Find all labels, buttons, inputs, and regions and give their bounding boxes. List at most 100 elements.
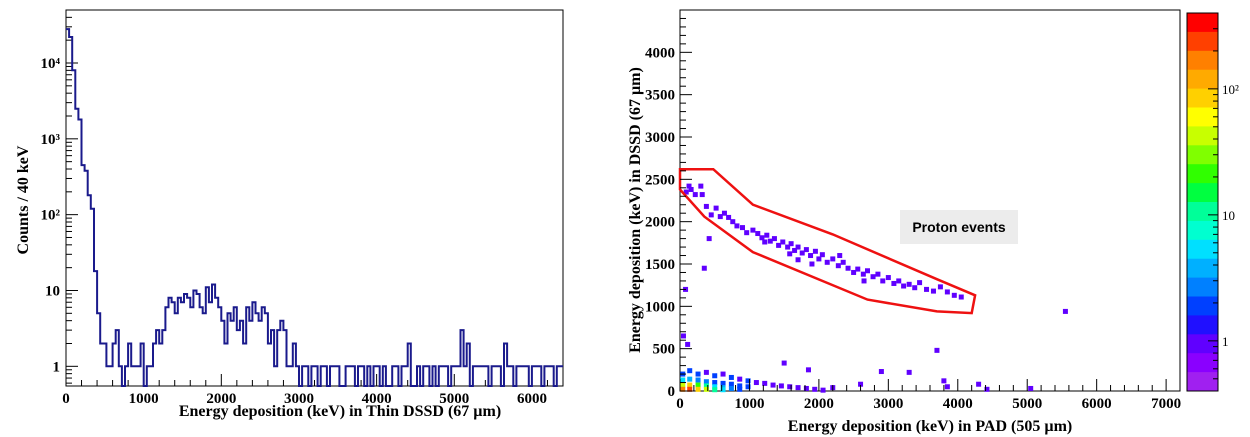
colorbar-band [1187, 183, 1218, 203]
heatmap-cell [740, 225, 745, 231]
heatmap-cell [830, 256, 836, 262]
histogram-x-tick-label: 3000 [284, 391, 314, 407]
heatmap-cell [728, 381, 734, 387]
histogram-y-tick-label: 1 [53, 359, 61, 375]
heatmap-y-tick-label: 4000 [645, 45, 675, 61]
heatmap-cell [870, 274, 876, 280]
histogram-y-tick-label: 10³ [41, 132, 61, 148]
heatmap-cell [712, 380, 718, 386]
heatmap-cell [792, 247, 798, 253]
heatmap-cell [845, 265, 851, 271]
colorbar-band [1187, 13, 1218, 33]
heatmap-y-tick-label: 2500 [645, 172, 675, 188]
heatmap-cell [734, 223, 740, 229]
heatmap-cell [906, 369, 912, 375]
colorbar-band [1187, 31, 1218, 52]
heatmap-cell [835, 263, 841, 269]
heatmap-cell [851, 269, 857, 275]
heatmap-cell [712, 384, 718, 390]
heatmap-cell [958, 294, 964, 300]
heatmap-cell [858, 381, 864, 387]
heatmap-cell [840, 259, 846, 265]
heatmap-cell [780, 239, 786, 245]
colorbar-band [1187, 315, 1218, 335]
colorbar-band [1187, 107, 1218, 127]
heatmap-cell [808, 253, 814, 259]
heatmap-cell [924, 286, 930, 292]
heatmap-cell [937, 284, 943, 290]
histogram-x-tick-labels: 0 1000 2000 3000 4000 5000 6000 [62, 391, 547, 407]
heatmap-cell [744, 230, 750, 236]
heatmap-y-tick-label: 500 [653, 342, 676, 358]
annotation-box [900, 210, 1018, 244]
heatmap-cell [984, 386, 990, 392]
colorbar-band [1187, 334, 1218, 354]
heatmap-cell [720, 371, 726, 377]
heatmap-cell [695, 377, 701, 383]
heatmap-cell [755, 231, 761, 237]
heatmap-cell [803, 247, 809, 253]
colorbar-gradient [1187, 13, 1218, 392]
colorbar-band [1187, 277, 1218, 297]
heatmap-cell [745, 384, 751, 390]
colorbar-band [1187, 145, 1218, 165]
heatmap-cell [776, 242, 782, 248]
heatmap-cell [703, 369, 709, 375]
heatmap-cell [695, 386, 701, 392]
heatmap-cell [944, 289, 950, 295]
heatmap-cell [787, 384, 793, 390]
heatmap-cell [680, 382, 686, 388]
histogram-y-axis-label: Counts / 40 keV [15, 145, 32, 254]
histogram-y-tick-labels: 1 10 10² 10³ 10⁴ [41, 56, 61, 375]
heatmap-cell [976, 381, 982, 387]
heatmap-cell [683, 189, 689, 195]
heatmap-cell [692, 192, 698, 198]
heatmap-cell [685, 341, 691, 347]
heatmap-cell [717, 214, 723, 220]
heatmap-cell [865, 268, 870, 274]
heatmap-cell [728, 374, 734, 380]
heatmap-cell [816, 256, 822, 262]
heatmap-y-axis-label: Energy deposition (keV) in DSSD (67 µm) [627, 67, 644, 353]
histogram-y-tick-label: 10 [45, 283, 60, 299]
heatmap-x-tick-label: 4000 [943, 396, 973, 412]
histogram-x-tick-label: 1000 [129, 391, 159, 407]
heatmap-cell [799, 250, 805, 256]
heatmap-x-axis-label: Energy deposition (keV) in PAD (505 µm) [788, 418, 1072, 435]
heatmap-cell [703, 379, 709, 385]
heatmap-cell [934, 347, 940, 353]
colorbar-frame [1186, 12, 1219, 392]
heatmap-panel: 0 1000 2000 3000 4000 5000 6000 7000 0 500 1000 15… [627, 9, 1181, 435]
heatmap-y-tick-label: 2000 [645, 215, 675, 231]
heatmap-cell [803, 385, 809, 391]
heatmap-cell [680, 333, 686, 339]
heatmap-cell [687, 386, 693, 392]
heatmap-cell [1062, 308, 1068, 314]
heatmap-cell [726, 214, 732, 220]
heatmap-cell [885, 275, 891, 281]
heatmap-cell [896, 278, 902, 284]
colorbar-band [1187, 126, 1218, 146]
heatmap-cell [762, 380, 768, 386]
heatmap-cell [759, 235, 765, 241]
colorbar-band [1187, 88, 1218, 108]
heatmap-cells [680, 183, 1068, 393]
heatmap-cell [785, 244, 791, 250]
heatmap-cell [795, 257, 801, 263]
colorbar-band [1187, 69, 1218, 90]
heatmap-cell [941, 378, 947, 384]
heatmap-cell [708, 212, 714, 218]
heatmap-cell [730, 219, 736, 225]
heatmap-cell [824, 259, 830, 265]
heatmap-cell [878, 369, 884, 375]
heatmap-cell [819, 252, 825, 258]
heatmap-y-tick-label: 1000 [645, 299, 675, 315]
heatmap-cell [795, 244, 801, 250]
colorbar-tick-label: 10 [1222, 208, 1235, 223]
heatmap-cell [901, 283, 907, 289]
heatmap-x-tick-label: 1000 [734, 396, 764, 412]
colorbar-band [1187, 353, 1218, 373]
heatmap-frame [679, 9, 1181, 392]
heatmap-cell [781, 360, 787, 366]
heatmap-cell [728, 385, 734, 391]
